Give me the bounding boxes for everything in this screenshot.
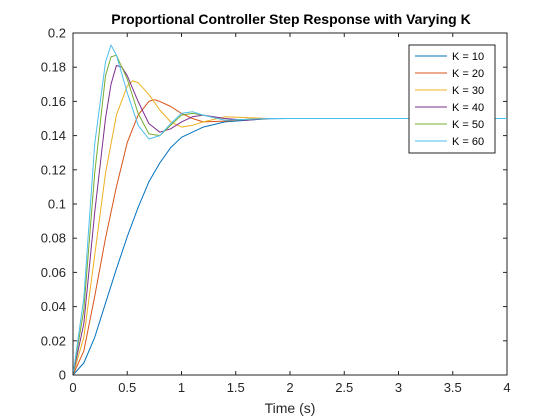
x-tick-label: 4 [503,380,510,395]
series-line-6 [72,44,507,376]
legend-label-5: K = 50 [452,119,484,131]
legend-label-1: K = 10 [452,51,484,63]
legend-label-4: K = 40 [452,102,484,114]
y-tick-label: 0 [59,368,66,383]
y-tick-label: 0.1 [48,197,66,212]
x-tick-label: 0 [69,380,76,395]
y-tick-label: 0.14 [41,128,66,143]
legend-label-6: K = 60 [452,136,484,148]
y-tick-label: 0.12 [41,162,66,177]
legend-label-3: K = 30 [452,85,484,97]
x-tick-label: 3.5 [444,380,462,395]
x-tick-label: 1 [178,380,185,395]
chart-title: Proportional Controller Step Response wi… [111,11,470,27]
y-tick-label: 0.18 [41,60,66,75]
legend-box [408,44,496,154]
x-tick-label: 0.5 [118,380,136,395]
x-axis-label: Time (s) [265,400,316,416]
series-layer [72,44,507,376]
y-tick-label: 0.16 [41,94,66,109]
y-tick-label: 0.06 [41,265,66,280]
legend: K = 10 K = 20 K = 30 K = 40 K = 50 K = 60 [408,44,496,154]
y-tick-label: 0.2 [48,26,66,41]
x-tick-label: 1.5 [227,380,245,395]
y-tick-label: 0.04 [41,299,66,314]
y-tick-label: 0.02 [41,333,66,348]
x-tick-label: 2 [286,380,293,395]
legend-label-2: K = 20 [452,68,484,80]
x-tick-label: 3 [395,380,402,395]
ticks-layer: 0 0.5 1 1.5 2 2.5 3 3.5 4 0 0.02 0.04 0.06 0.08 0.1 0.1… [41,26,511,396]
y-tick-label: 0.08 [41,231,66,246]
x-tick-label: 2.5 [335,380,353,395]
